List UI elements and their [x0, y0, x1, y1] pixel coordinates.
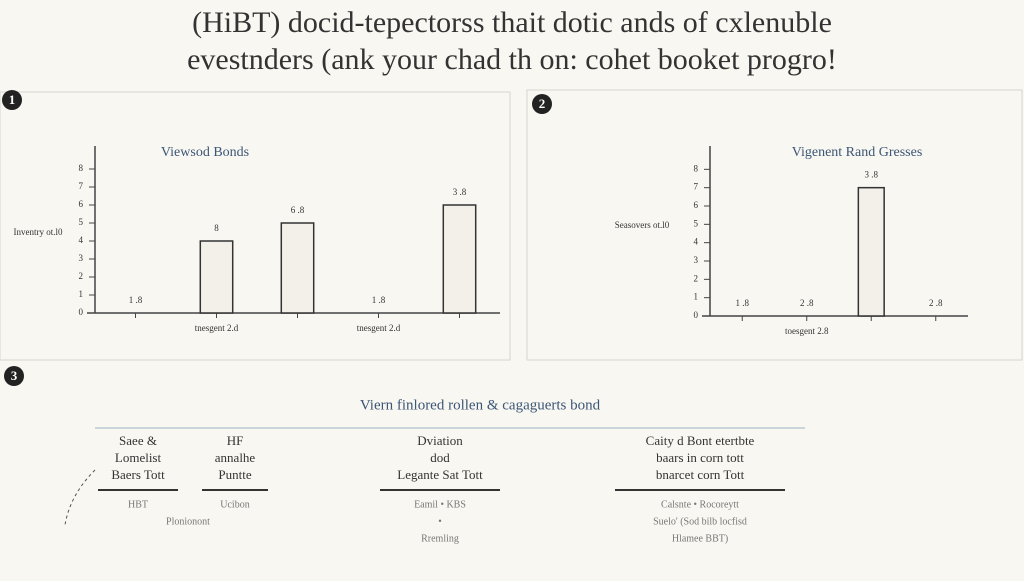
bar-label: 6 .8	[291, 205, 305, 215]
column-head: Puntte	[218, 467, 251, 482]
column-head: Lomelist	[115, 450, 162, 465]
bar	[199, 240, 234, 314]
y-axis-label: Seasovers ot.l0	[615, 220, 670, 230]
panel-1	[0, 91, 511, 361]
bar-label: 1 .8	[372, 295, 386, 305]
y-tick-label: 2	[79, 271, 84, 281]
panel-2	[526, 89, 1023, 361]
y-tick-label: 5	[694, 218, 699, 228]
bar-label: 1 .8	[736, 298, 750, 308]
y-tick-label: 4	[79, 235, 84, 245]
y-tick-label: 7	[79, 181, 84, 191]
column-head: annalhe	[215, 450, 256, 465]
page-title: evestnders (ank your chad th on: cohet b…	[187, 43, 837, 76]
y-tick-label: 3	[79, 253, 84, 263]
x-tick-label: toesgent 2.8	[785, 326, 829, 336]
section-heading: Viern finlored rollen & cagaguerts bond	[360, 397, 601, 413]
column-note: Ucibon	[220, 499, 249, 510]
bar-label: 2 .8	[929, 298, 943, 308]
column-head: bnarcet corn Tott	[656, 467, 745, 482]
column-head: Caity d Bont etertbte	[646, 433, 755, 448]
column-head: dod	[430, 450, 450, 465]
column-note: Suelo' (Sod bilb locfisd	[653, 516, 747, 527]
bar-label: 2 .8	[800, 298, 814, 308]
page-title: (HiBT) docid-tepectorss thait dotic ands…	[192, 6, 832, 39]
column-note: Eamil • KBS	[414, 499, 466, 510]
section-badge	[4, 366, 24, 386]
column-head: Legante Sat Tott	[397, 467, 483, 482]
chart-title: Vigenent Rand Gresses	[792, 145, 923, 160]
x-tick-label: tnesgent 2.d	[195, 323, 239, 333]
column-head: Saee &	[119, 433, 157, 448]
y-tick-label: 1	[79, 289, 84, 299]
bar-label: 3 .8	[453, 187, 467, 197]
y-tick-label: 0	[79, 307, 84, 317]
bar	[442, 204, 477, 314]
y-tick-label: 5	[79, 217, 84, 227]
column-note: •	[438, 516, 442, 527]
y-tick-label: 3	[694, 255, 699, 265]
y-tick-label: 7	[694, 182, 699, 192]
y-tick-label: 1	[694, 292, 699, 302]
panel-badge	[532, 94, 552, 114]
column-note: Calsnte • Rocoreytt	[661, 499, 739, 510]
column-head: Baers Tott	[111, 467, 165, 482]
x-tick-label: tnesgent 2.d	[357, 323, 401, 333]
bar	[857, 186, 885, 317]
y-tick-label: 6	[694, 200, 699, 210]
chart-title: Viewsod Bonds	[161, 145, 249, 160]
column-head: baars in corn tott	[656, 450, 744, 465]
y-tick-label: 8	[694, 163, 699, 173]
bar-label: 3 .8	[865, 170, 879, 180]
column-note: Hlamee BBT)	[672, 533, 728, 544]
y-tick-label: 2	[694, 273, 699, 283]
y-tick-label: 8	[79, 163, 84, 173]
section-number: 3	[11, 368, 18, 383]
bar-label: 1 .8	[129, 295, 143, 305]
y-axis-label: Inventry ot.l0	[14, 227, 63, 237]
column-note: Plonionont	[166, 516, 210, 527]
panel-number: 2	[539, 96, 546, 111]
bar-label: 8	[214, 223, 219, 233]
y-tick-label: 6	[79, 199, 84, 209]
bar	[280, 222, 315, 314]
column-note: HBT	[128, 499, 148, 510]
dashed-connector	[64, 469, 96, 526]
panel-number: 1	[9, 92, 16, 107]
column-head: Dviation	[417, 433, 463, 448]
column-note: Rremling	[421, 533, 459, 544]
column-head: HF	[227, 433, 244, 448]
y-tick-label: 4	[694, 237, 699, 247]
y-tick-label: 0	[694, 310, 699, 320]
panel-badge	[2, 90, 22, 110]
